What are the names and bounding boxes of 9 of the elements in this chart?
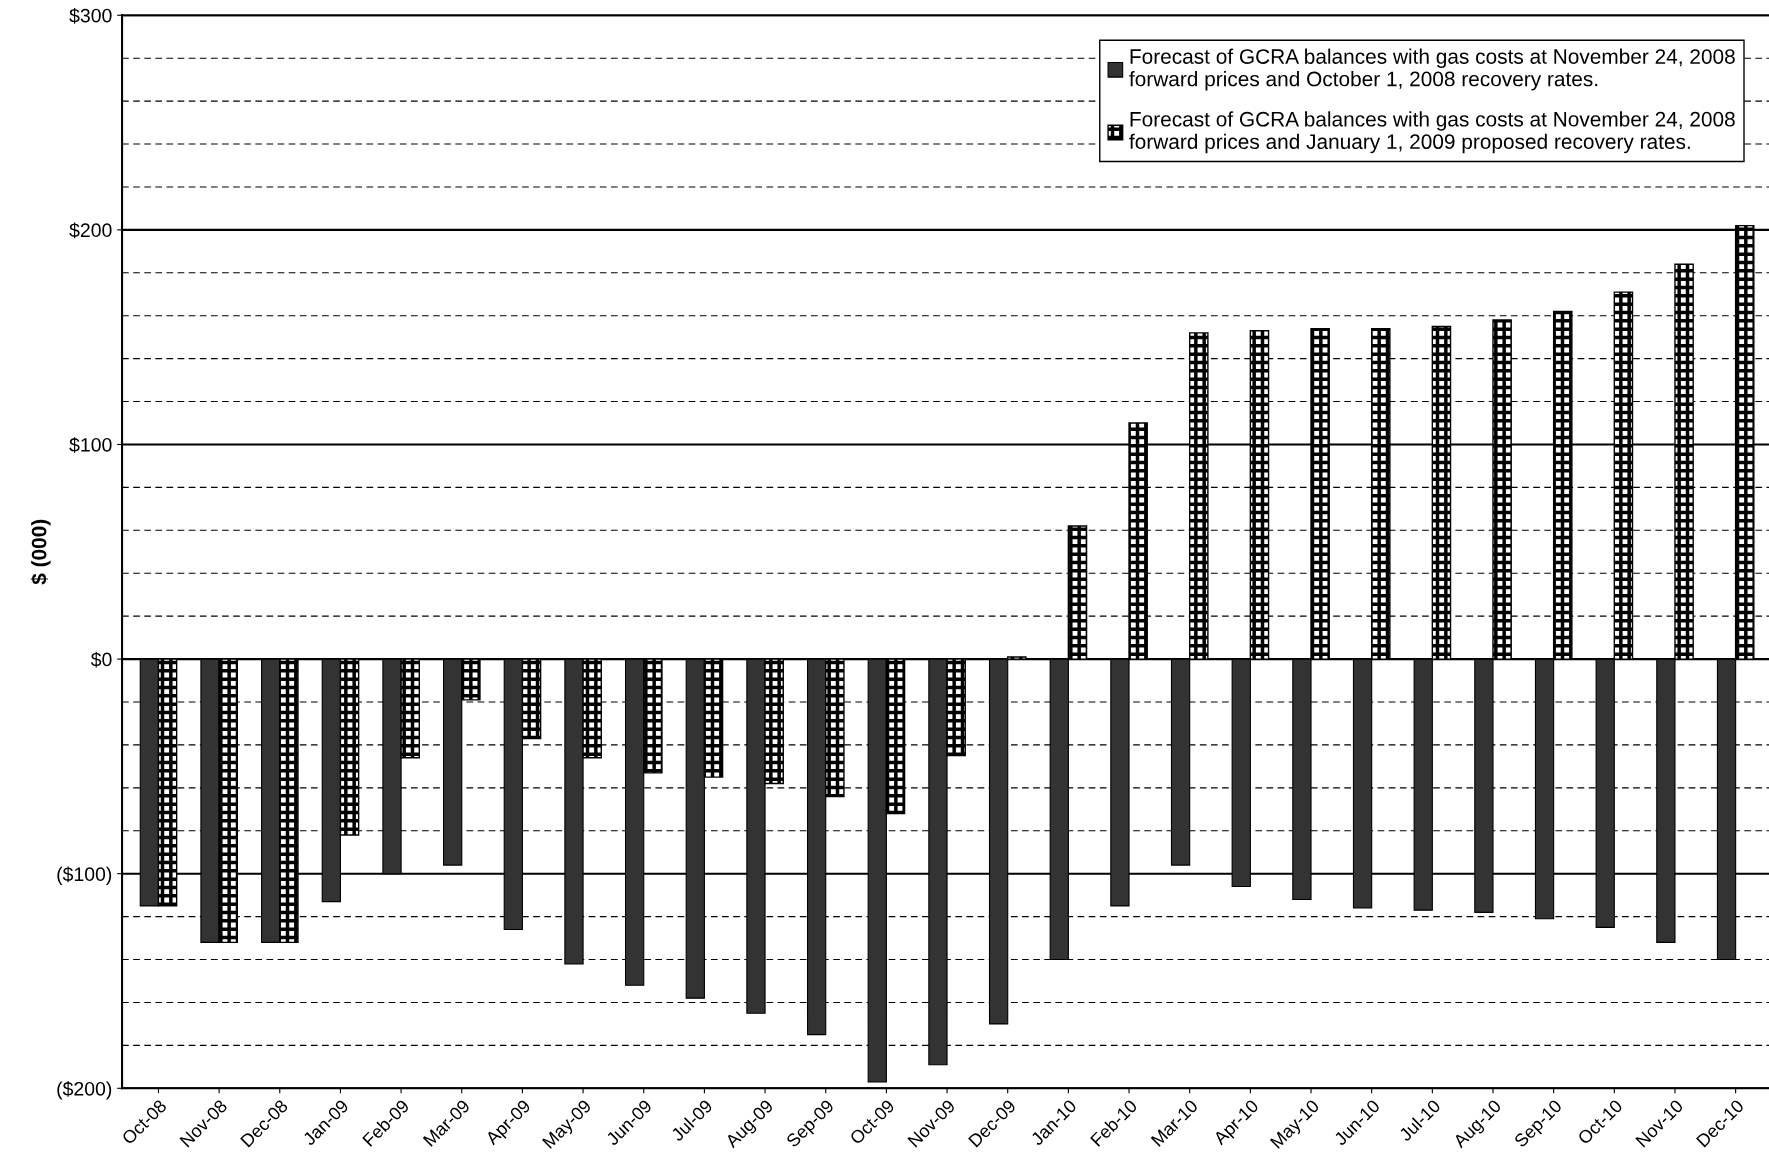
y-axis-title: $ (000) bbox=[30, 519, 51, 585]
y-tick-label: ($100) bbox=[57, 866, 112, 885]
legend-label: Forecast of GCRA balances with gas costs at November 24, 2008 forward prices and October 1, 2008 recovery rates. bbox=[1129, 48, 1735, 91]
y-tick-label: ($200) bbox=[57, 1081, 112, 1100]
y-tick-label: $100 bbox=[69, 437, 112, 453]
y-tick-label: $200 bbox=[69, 222, 112, 239]
legend-label: Forecast of GCRA balances with gas costs at November 24, 2008 forward prices and January 1, 2009 proposed recovery rates. bbox=[1129, 111, 1735, 154]
y-tick-label: $300 bbox=[69, 7, 112, 24]
y-tick-label: $0 bbox=[90, 651, 112, 668]
